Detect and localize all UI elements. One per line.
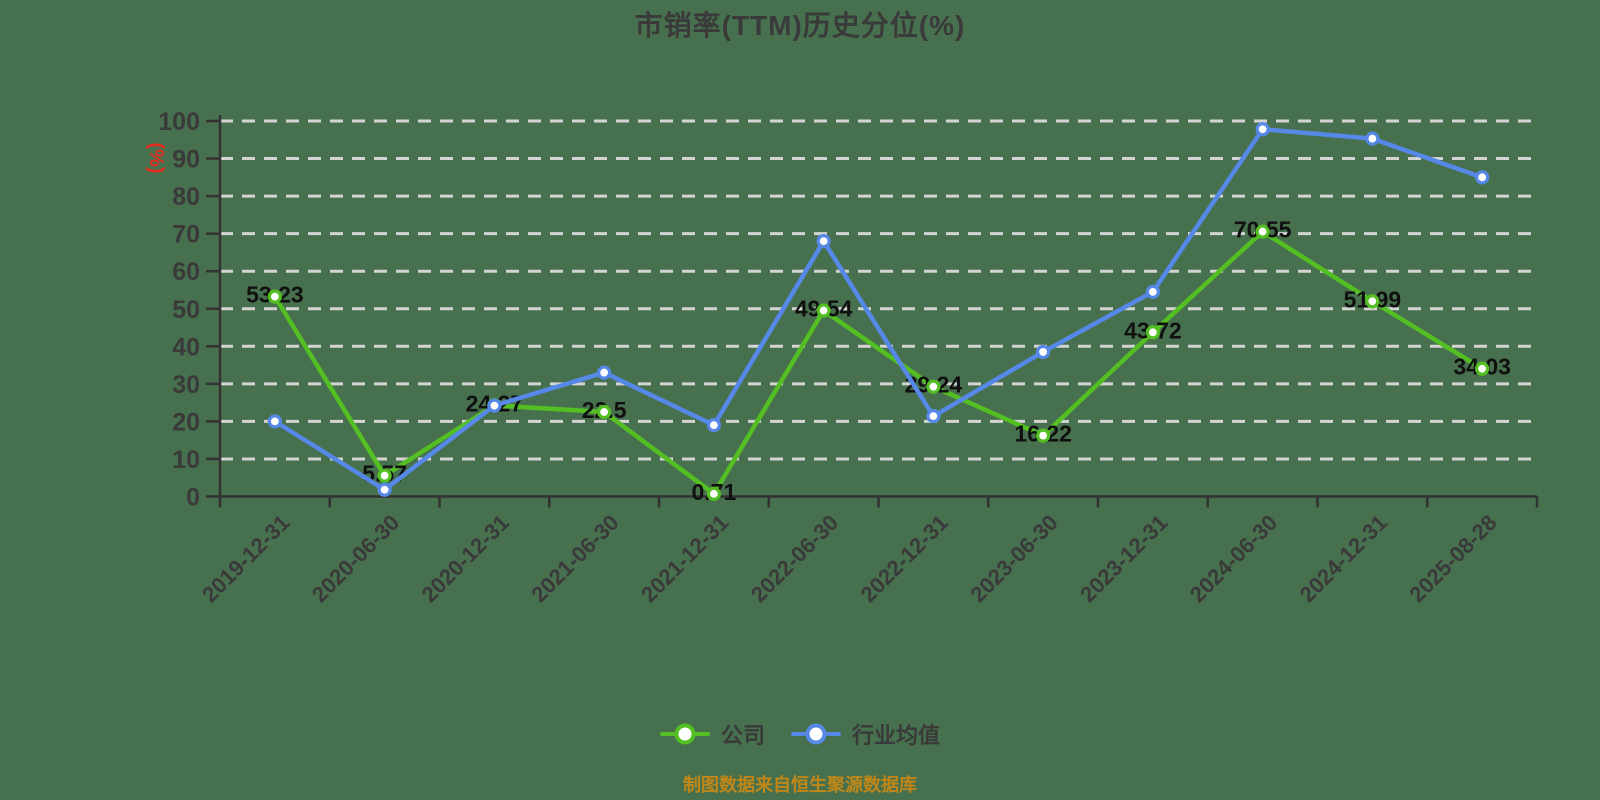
company-data-point[interactable] — [1255, 224, 1270, 239]
industry-data-point[interactable] — [487, 398, 502, 413]
company-series-marker-icon — [659, 723, 710, 745]
industry-data-point[interactable] — [597, 365, 612, 380]
x-tick-label: 2020-12-31 — [417, 510, 514, 607]
y-tick-label: 60 — [172, 258, 200, 286]
industry-data-point[interactable] — [1255, 122, 1270, 137]
x-tick-label: 2024-12-31 — [1295, 510, 1392, 607]
x-tick-label: 2021-12-31 — [636, 510, 733, 607]
y-tick-label: 40 — [172, 333, 200, 361]
x-tick-label: 2023-06-30 — [965, 510, 1062, 607]
legend-item-company[interactable]: 公司 — [659, 718, 765, 750]
y-axis-unit-label: (%) — [145, 142, 167, 173]
industry-data-point[interactable] — [706, 418, 721, 433]
x-tick-label: 2022-12-31 — [856, 510, 953, 607]
x-tick-label: 2022-06-30 — [746, 510, 843, 607]
y-tick-label: 70 — [172, 221, 200, 249]
industry-data-point[interactable] — [926, 409, 941, 424]
x-tick-label: 2020-06-30 — [307, 510, 404, 607]
x-tick-label: 2019-12-31 — [197, 510, 294, 607]
y-tick-label: 0 — [186, 484, 200, 512]
industry-data-point[interactable] — [1365, 131, 1380, 146]
company-data-point[interactable] — [1365, 294, 1380, 309]
company-data-point[interactable] — [816, 303, 831, 318]
industry-data-point[interactable] — [1145, 284, 1160, 299]
x-tick-label: 2025-08-28 — [1404, 510, 1501, 607]
y-tick-label: 50 — [172, 296, 200, 324]
company-data-point[interactable] — [706, 486, 721, 501]
company-data-point[interactable] — [1145, 325, 1160, 340]
company-data-point[interactable] — [597, 404, 612, 420]
data-source-note: 制图数据来自恒生聚源数据库 — [683, 775, 917, 795]
x-tick-label: 2023-12-31 — [1075, 510, 1172, 607]
chart-title: 市销率(TTM)历史分位(%) — [634, 10, 966, 41]
y-tick-label: 90 — [172, 146, 200, 174]
legend: 公司 行业均值 — [0, 718, 1600, 750]
industry-data-point[interactable] — [1036, 344, 1051, 360]
industry-series-line — [272, 127, 1485, 492]
company-data-point[interactable] — [377, 468, 392, 483]
plot-area: 0 10 20 30 40 50 60 70 80 90 100 2019-12-31 2020-06-… — [145, 108, 1539, 607]
y-tick-label: 10 — [172, 446, 200, 474]
legend-item-industry-average[interactable]: 行业均值 — [791, 718, 940, 750]
legend-label-industry-average: 行业均值 — [852, 723, 941, 748]
y-tick-label: 80 — [172, 183, 200, 211]
legend-label-company: 公司 — [720, 723, 765, 748]
company-data-point[interactable] — [267, 289, 282, 304]
y-tick-label: 20 — [172, 408, 200, 436]
industry-data-point[interactable] — [1475, 170, 1490, 185]
y-tick-label: 30 — [172, 371, 200, 399]
industry-data-point[interactable] — [377, 482, 392, 497]
industry-data-point[interactable] — [816, 234, 831, 249]
x-tick-label: 2021-06-30 — [526, 510, 623, 607]
x-tick-label: 2024-06-30 — [1185, 510, 1282, 607]
industry-series-marker-icon — [791, 723, 841, 745]
company-data-point[interactable] — [926, 379, 941, 394]
company-data-point[interactable] — [1475, 361, 1490, 376]
y-tick-label: 100 — [158, 108, 200, 136]
industry-data-point[interactable] — [267, 414, 282, 429]
company-data-point[interactable] — [1036, 428, 1051, 443]
